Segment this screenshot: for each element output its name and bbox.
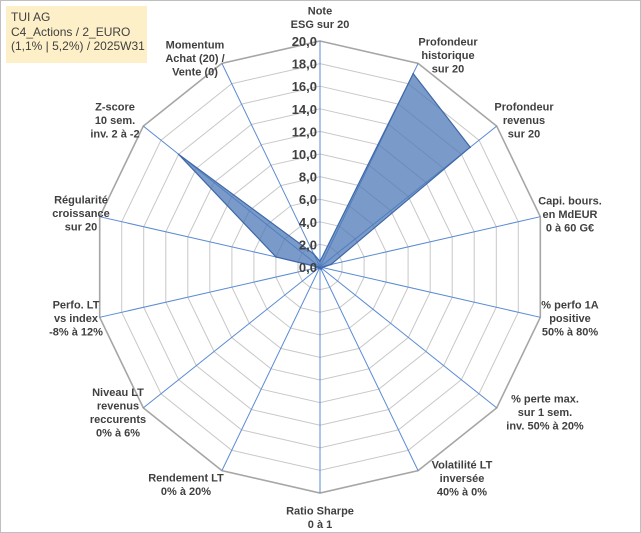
radar-series-point [177, 153, 180, 156]
radar-tick-label: 2,0 [299, 237, 317, 252]
radar-axis-label: Rendement LT 0% à 20% [148, 472, 224, 498]
radar-spoke [319, 216, 541, 268]
radar-axis-label: Capi. bours. en MdEUR 0 à 60 G€ [538, 196, 602, 235]
radar-axis-label: Ratio Sharpe 0 à 1 [286, 505, 354, 531]
radar-tick-label: 0,0 [299, 260, 317, 275]
stock-category: C4_Actions / 2_EURO [11, 24, 131, 39]
stock-performance-week: (1,1% | 5,2%) / 2025W31 [11, 39, 145, 53]
radar-series-point [275, 256, 277, 258]
radar-spoke [99, 266, 321, 318]
radar-tick-label: 14,0 [292, 102, 317, 117]
radar-axis-label: Profondeur historique sur 20 [418, 37, 478, 76]
radar-series [177, 72, 472, 270]
radar-series-point [312, 253, 315, 255]
radar-axis-labels: Note ESG sur 20 Profondeur historique sur 20… [49, 5, 602, 531]
radar-axis-label: Note ESG sur 20 [291, 5, 350, 31]
radar-tick-label: 12,0 [292, 124, 317, 139]
radar-tick-label: 10,0 [292, 147, 317, 162]
radar-series-point [318, 266, 320, 269]
radar-series-point [319, 260, 321, 263]
radar-spoke [221, 266, 321, 471]
stock-info-box: TUI AG C4_Actions / 2_EURO (1,1% | 5,2%)… [6, 6, 147, 63]
radar-axis-label: Niveau LT revenus reccurents 0% à 6% [90, 387, 146, 440]
radar-axis-label: Z-score 10 sem. inv. 2 à -2 [90, 102, 139, 141]
radar-axis-label: Volatilité LT inversée 40% à 0% [432, 460, 493, 499]
radar-spoke [319, 266, 498, 409]
radar-axis-label: % perfo 1A positive 50% à 80% [541, 300, 599, 339]
radar-series-point [469, 146, 472, 148]
radar-tick-labels: 0,0 2,0 4,0 6,0 8,0 10,0 12,0 14,0 16,0 18,0 20,0 [292, 34, 317, 275]
radar-series-point [330, 263, 332, 266]
radar-axis-label: Perfo. LT vs index -8% à 12% [49, 300, 103, 339]
radar-spoke [319, 266, 541, 318]
radar-tick-label: 20,0 [292, 34, 317, 49]
radar-series-area [178, 72, 472, 270]
radar-axis-label: Momentum Achat (20) / Vente (0) [165, 40, 224, 79]
radar-spoke [319, 266, 419, 471]
radar-series-point [412, 72, 415, 75]
radar-tick-label: 4,0 [299, 215, 317, 230]
radar-tick-label: 6,0 [299, 192, 317, 207]
radar-spoke [142, 266, 321, 409]
radar-axis-label: Régularité croissance sur 20 [52, 195, 109, 234]
radar-series-point [319, 267, 321, 269]
radar-tick-label: 8,0 [299, 170, 317, 185]
radar-spoke [221, 63, 321, 268]
radar-tick-label: 16,0 [292, 79, 317, 94]
stock-name: TUI AG [11, 10, 51, 24]
radar-axis-label: Profondeur revenus sur 20 [494, 102, 554, 141]
radar-axis-label: % perte max. sur 1 sem. inv. 50% à 20% [506, 394, 584, 433]
radar-tick-label: 18,0 [292, 57, 317, 72]
